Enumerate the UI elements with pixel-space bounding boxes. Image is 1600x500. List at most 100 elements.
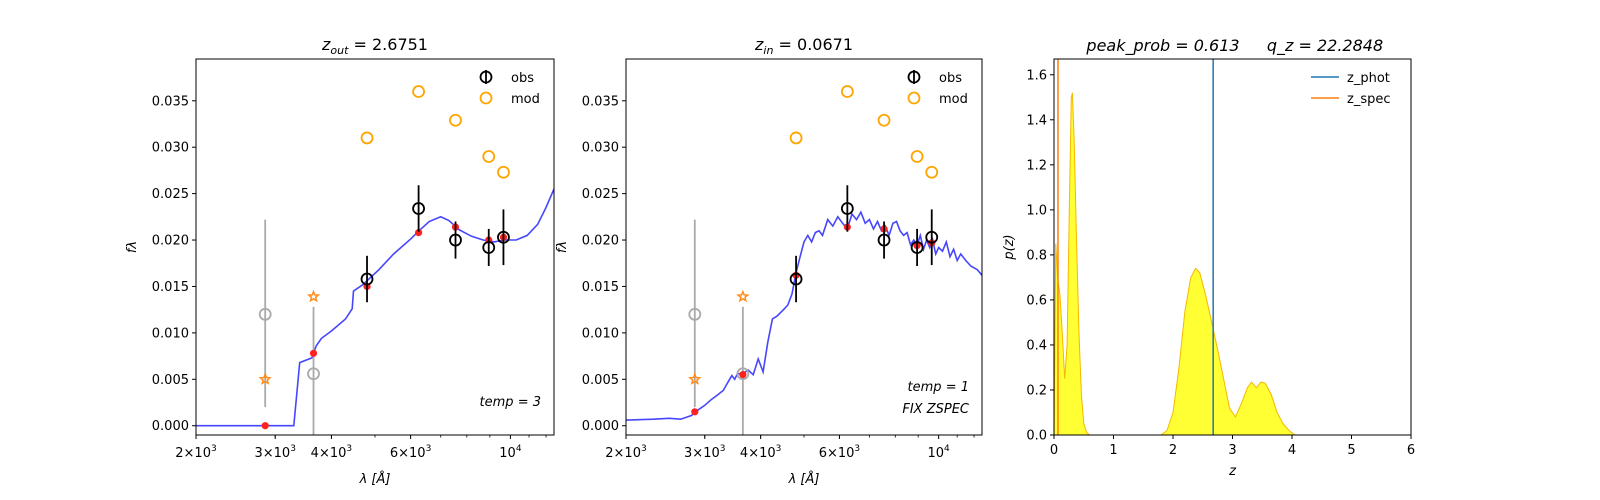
obs-point: [789, 272, 803, 286]
panel-title: zout = 2.6751: [321, 35, 428, 57]
template-flux-point: [739, 371, 747, 379]
x-tick-label: 104: [928, 444, 951, 461]
panel-zout: 0.000 0.005 0.010 0.015 0.020 0.025 0.030 0.035…: [125, 35, 555, 487]
x-tick-label: 1: [1109, 443, 1117, 458]
obs-point: [449, 233, 462, 247]
mod-point: [789, 131, 803, 145]
panel-title: zin = 0.0671: [754, 35, 853, 57]
x-tick-label: 104: [499, 444, 522, 461]
y-tick-label: 1.0: [1026, 203, 1047, 218]
legend-mod-label: mod: [511, 92, 540, 107]
plot-area: [1054, 59, 1352, 435]
legend-obs-marker: [907, 70, 921, 84]
mod-point: [877, 113, 891, 127]
mod-low-star: [306, 289, 321, 303]
mod-point: [412, 85, 425, 98]
x-tick-label: 4×103: [311, 444, 352, 461]
x-tick-label: 2×103: [605, 444, 646, 461]
y-tick-label: 0.000: [582, 419, 619, 434]
y-tick-label: 0.010: [582, 326, 619, 341]
y-axis-label: fλ: [555, 241, 570, 253]
x-tick-label: 6×103: [390, 444, 431, 461]
y-tick-label: 0.6: [1026, 293, 1047, 308]
y-tick-label: 0.000: [152, 419, 189, 434]
obs-point: [925, 230, 939, 244]
obs-point: [360, 272, 374, 286]
legend-obs-label: obs: [939, 71, 962, 86]
obs-point: [412, 202, 425, 215]
template-flux-point: [414, 229, 423, 237]
x-axis-label: z: [1228, 464, 1237, 479]
mod-point: [910, 150, 924, 163]
template-flux-point: [691, 408, 699, 416]
obs-point: [877, 233, 891, 247]
obs-low-point: [307, 367, 320, 381]
y-tick-label: 0.015: [152, 280, 189, 295]
obs-low-point: [688, 307, 702, 321]
x-tick-label: 6: [1407, 443, 1415, 458]
plot-area: [196, 85, 554, 435]
y-tick-label: 0.2: [1026, 383, 1047, 398]
y-tick-label: 0.030: [582, 141, 619, 156]
legend-obs-label: obs: [511, 71, 534, 86]
annotation-text: FIX ZSPEC: [902, 402, 970, 417]
x-tick-label: 4: [1288, 443, 1296, 458]
y-tick-label: 1.2: [1026, 158, 1047, 173]
plot-area: [626, 85, 982, 435]
x-tick-label: 3×103: [254, 444, 295, 461]
legend-zspec-label: z_spec: [1347, 92, 1391, 107]
y-axis-label: p(z): [1002, 234, 1017, 260]
y-tick-label: 0.005: [582, 373, 619, 388]
x-tick-label: 4×103: [740, 444, 781, 461]
legend-zphot-label: z_phot: [1347, 71, 1390, 86]
obs-point: [482, 241, 496, 254]
y-tick-label: 1.4: [1026, 113, 1047, 128]
x-tick-label: 0: [1050, 443, 1058, 458]
template-sed-line: [196, 188, 554, 427]
y-tick-label: 0.025: [152, 187, 189, 202]
legend-mod-marker: [479, 91, 493, 105]
obs-point: [910, 241, 924, 254]
annotation-text: temp = 1: [908, 380, 969, 395]
annotation-text: temp = 3: [480, 395, 541, 410]
x-tick-label: 3: [1228, 443, 1236, 458]
title-qz: q_z = 22.2848: [1267, 36, 1383, 56]
y-tick-label: 0.8: [1026, 248, 1047, 263]
y-tick-label: 0.4: [1026, 338, 1047, 353]
legend-mod-label: mod: [939, 92, 968, 107]
y-tick-label: 0.025: [582, 187, 619, 202]
template-flux-point: [309, 349, 318, 357]
legend-mod-marker: [907, 91, 921, 105]
x-tick-label: 2×103: [175, 444, 216, 461]
obs-low-point: [258, 307, 272, 321]
y-tick-label: 0.020: [582, 234, 619, 249]
mod-low-star: [736, 289, 750, 303]
mod-low-star: [688, 372, 702, 385]
y-tick-label: 0.0: [1026, 429, 1047, 444]
mod-low-star: [258, 372, 272, 385]
x-axis-label: λ [Å]: [359, 471, 391, 487]
y-tick-label: 0.005: [152, 373, 189, 388]
mod-point: [925, 165, 939, 179]
title-peak-prob: peak_prob = 0.613: [1085, 36, 1239, 56]
y-tick-label: 0.035: [152, 94, 189, 109]
mod-point: [497, 165, 510, 179]
obs-point: [840, 202, 854, 215]
y-tick-label: 0.015: [582, 280, 619, 295]
y-axis-label: fλ: [125, 241, 140, 253]
x-tick-label: 5: [1347, 443, 1355, 458]
x-axis-label: λ [Å]: [788, 471, 820, 487]
obs-low-point: [736, 367, 750, 381]
x-tick-label: 6×103: [819, 444, 860, 461]
panel-pz: 0.0 0.2 0.4 0.6 0.8 1.0 1.2 1.4 1.6 0 1 2 3 4 5 6 peak_p…: [1002, 36, 1415, 479]
legend-obs-marker: [479, 70, 493, 84]
mod-point: [840, 85, 854, 98]
y-tick-label: 1.6: [1026, 68, 1047, 83]
x-tick-label: 3×103: [684, 444, 725, 461]
template-flux-point: [261, 422, 269, 430]
panel-zin: 0.000 0.005 0.010 0.015 0.020 0.025 0.030 0.035…: [555, 35, 983, 487]
y-tick-label: 0.020: [152, 234, 189, 249]
mod-point: [482, 150, 496, 163]
pz-fill: [1054, 92, 1352, 435]
